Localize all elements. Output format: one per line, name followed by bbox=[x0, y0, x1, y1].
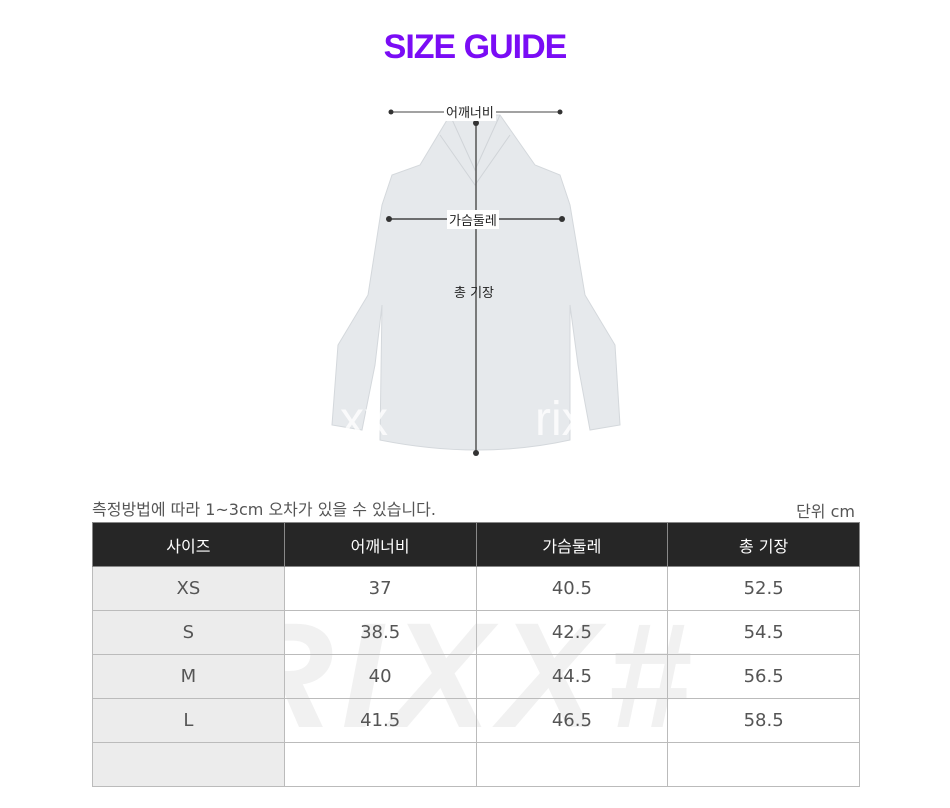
size-table: 사이즈 어깨너비 가슴둘레 총 기장 XS 37 40.5 52.5 S 38.5 42.5… bbox=[92, 522, 860, 787]
cell-size bbox=[92, 742, 285, 787]
cell-chest: 44.5 bbox=[475, 654, 669, 699]
cell-size: XS bbox=[92, 566, 285, 611]
header-chest: 가슴둘레 bbox=[475, 522, 669, 567]
cell-length: 54.5 bbox=[667, 610, 860, 655]
cell-size: S bbox=[92, 610, 285, 655]
shoulder-label: 어깨너비 bbox=[444, 102, 496, 121]
cell-length: 58.5 bbox=[667, 698, 860, 743]
table-row bbox=[92, 742, 860, 787]
cell-chest bbox=[475, 742, 669, 787]
cell-size: L bbox=[92, 698, 285, 743]
table-row: S 38.5 42.5 54.5 bbox=[92, 610, 860, 655]
cell-length: 56.5 bbox=[667, 654, 860, 699]
unit-label: 단위 cm bbox=[796, 502, 855, 521]
cell-shoulder: 38.5 bbox=[283, 610, 477, 655]
image-watermark-left: xx bbox=[340, 393, 388, 446]
header-shoulder: 어깨너비 bbox=[283, 522, 477, 567]
chest-label: 가슴둘레 bbox=[447, 210, 499, 229]
table-row: L 41.5 46.5 58.5 bbox=[92, 698, 860, 743]
cell-shoulder bbox=[283, 742, 477, 787]
cell-shoulder: 41.5 bbox=[283, 698, 477, 743]
shirt-measurement-figure: xx rix 어깨너비 가슴둘레 총 기장 bbox=[320, 95, 630, 465]
cell-shoulder: 37 bbox=[283, 566, 477, 611]
cell-length: 52.5 bbox=[667, 566, 860, 611]
cell-shoulder: 40 bbox=[283, 654, 477, 699]
header-length: 총 기장 bbox=[667, 522, 860, 567]
table-header-row: 사이즈 어깨너비 가슴둘레 총 기장 bbox=[92, 522, 860, 567]
cell-size: M bbox=[92, 654, 285, 699]
cell-chest: 46.5 bbox=[475, 698, 669, 743]
image-watermark-right: rix bbox=[535, 393, 586, 446]
table-row: M 40 44.5 56.5 bbox=[92, 654, 860, 699]
length-label: 총 기장 bbox=[454, 286, 495, 301]
cell-chest: 40.5 bbox=[475, 566, 669, 611]
table-row: XS 37 40.5 52.5 bbox=[92, 566, 860, 611]
cell-length bbox=[667, 742, 860, 787]
cell-chest: 42.5 bbox=[475, 610, 669, 655]
shirt-image: xx rix bbox=[331, 109, 621, 456]
measurement-note: 측정방법에 따라 1~3cm 오차가 있을 수 있습니다. bbox=[92, 500, 436, 519]
header-size: 사이즈 bbox=[92, 522, 285, 567]
page-title: SIZE GUIDE bbox=[383, 28, 568, 66]
